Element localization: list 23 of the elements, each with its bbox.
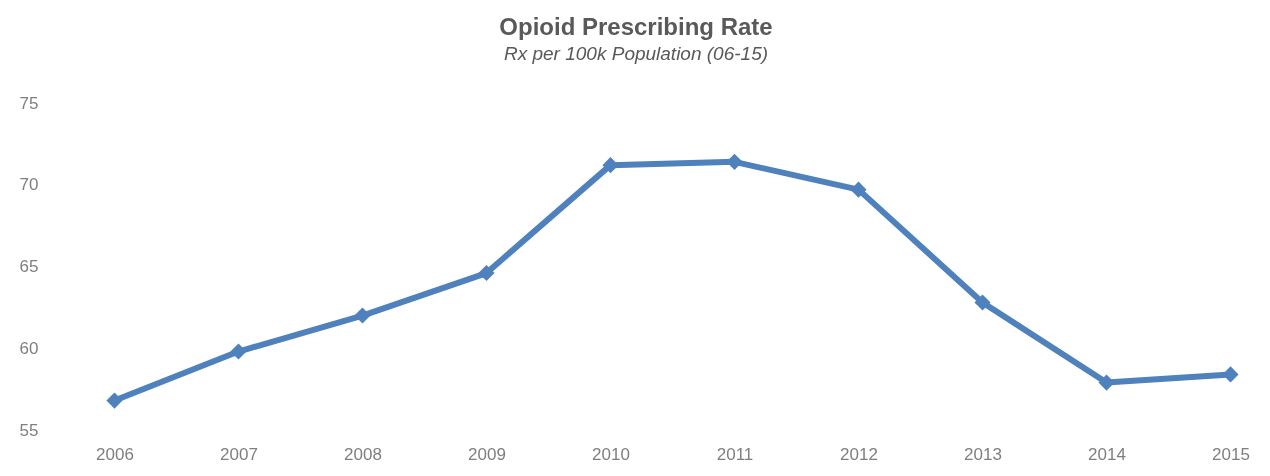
point [478,264,495,282]
point [850,181,867,198]
x-tick-label: 2014 [1088,444,1126,464]
x-tick-label: 2006 [96,444,134,464]
chart-subtitle: Rx per 100k Population (06-15) [503,43,769,64]
x-tick-label: 2012 [840,444,878,464]
point [354,307,371,324]
x-tick-label: 2009 [468,444,506,464]
x-tick-label: 2013 [964,444,1002,464]
y-tick-label: 75 [19,93,39,113]
y-tick-label: 55 [19,420,39,440]
x-tick-label: 2011 [716,444,754,464]
x-tick-label: 2010 [592,444,630,464]
y-tick-label: 65 [19,257,39,276]
chart-title: Opioid Prescribing Rate [499,13,773,40]
point [230,343,247,360]
x-tick-label: 2015 [1212,444,1250,464]
y-tick-label: 60 [19,338,39,358]
x-tick-label: 2008 [344,444,382,464]
point [106,392,123,409]
y-tick-label: 70 [19,175,39,195]
x-tick-label: 2007 [220,444,258,464]
point [974,294,991,311]
